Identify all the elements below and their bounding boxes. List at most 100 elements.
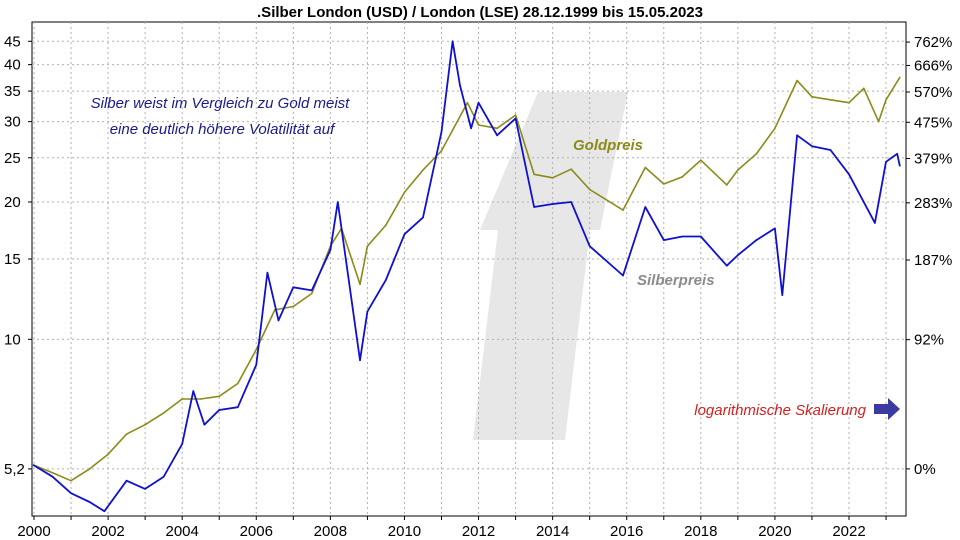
data-point-silberpreis	[896, 153, 898, 155]
data-point-silberpreis	[337, 201, 339, 203]
data-point-silberpreis	[811, 145, 813, 147]
data-point-goldpreis	[877, 120, 880, 123]
data-point-goldpreis	[218, 395, 220, 398]
data-point-silberpreis	[329, 249, 332, 251]
right-tick-label: 762%	[914, 34, 952, 51]
data-point-goldpreis	[125, 433, 128, 435]
data-point-silberpreis	[203, 423, 206, 426]
data-point-goldpreis	[863, 87, 865, 90]
data-point-silberpreis	[514, 117, 517, 120]
data-point-goldpreis	[237, 382, 239, 385]
headline-line-2: eine deutlich höhere Volatilität auf	[110, 121, 336, 138]
data-point-silberpreis	[181, 443, 183, 445]
data-point-silberpreis	[451, 40, 454, 43]
data-point-silberpreis	[796, 134, 798, 137]
data-point-silberpreis	[533, 206, 535, 208]
data-point-silberpreis	[403, 233, 406, 235]
x-tick-label: 2014	[536, 523, 569, 540]
right-tick-label: 570%	[914, 84, 952, 101]
gold-series-label: Goldpreis	[573, 137, 643, 154]
x-tick-label: 2016	[610, 523, 643, 540]
data-point-goldpreis	[144, 423, 146, 426]
x-tick-label: 2008	[314, 523, 347, 540]
left-tick-label: 15	[4, 251, 21, 268]
data-point-silberpreis	[663, 239, 665, 241]
right-tick-label: 666%	[914, 57, 952, 74]
data-point-silberpreis	[885, 161, 887, 163]
data-point-silberpreis	[255, 363, 258, 366]
data-point-silberpreis	[737, 254, 739, 256]
left-tick-label: 35	[4, 83, 21, 100]
data-point-silberpreis	[899, 165, 901, 167]
left-tick-label: 5,2	[4, 461, 25, 478]
right-arrow-icon	[874, 398, 900, 420]
data-point-goldpreis	[811, 96, 813, 98]
data-point-silberpreis	[726, 264, 728, 267]
data-point-goldpreis	[899, 76, 901, 79]
data-point-goldpreis	[848, 101, 850, 104]
data-point-silberpreis	[144, 488, 146, 490]
data-point-goldpreis	[51, 472, 54, 474]
left-axis-ticks: 45 40 35 30 25 20 15 10 5,2	[4, 33, 32, 478]
data-point-goldpreis	[199, 398, 202, 400]
data-point-silberpreis	[103, 510, 106, 512]
left-tick-label: 40	[4, 57, 21, 74]
data-point-goldpreis	[311, 292, 313, 295]
data-point-silberpreis	[422, 216, 424, 219]
data-point-goldpreis	[403, 191, 406, 194]
data-point-silberpreis	[781, 294, 784, 296]
log-scale-label: logarithmische Skalierung	[694, 402, 866, 419]
x-tick-label: 2012	[462, 523, 495, 540]
data-point-silberpreis	[874, 222, 876, 224]
data-point-silberpreis	[162, 475, 165, 478]
data-point-goldpreis	[496, 127, 498, 130]
x-tick-label: 2004	[165, 523, 198, 540]
data-point-silberpreis	[477, 101, 480, 104]
data-point-silberpreis	[311, 289, 313, 292]
data-point-goldpreis	[551, 177, 554, 179]
left-tick-label: 45	[4, 33, 21, 50]
headline-line-1: Silber weist im Vergleich zu Gold meist	[91, 95, 351, 112]
data-point-silberpreis	[125, 479, 128, 482]
data-point-silberpreis	[774, 227, 776, 230]
data-point-silberpreis	[88, 501, 91, 503]
right-tick-label: 0%	[914, 461, 936, 478]
data-point-silberpreis	[459, 84, 461, 87]
data-point-silberpreis	[51, 475, 54, 478]
data-point-goldpreis	[774, 127, 776, 130]
data-point-silberpreis	[700, 235, 702, 238]
data-point-goldpreis	[588, 188, 591, 191]
data-point-goldpreis	[181, 398, 183, 400]
data-point-goldpreis	[755, 153, 758, 155]
data-point-silberpreis	[681, 235, 684, 238]
x-tick-label: 2010	[388, 523, 421, 540]
data-point-silberpreis	[848, 173, 850, 176]
data-point-silberpreis	[755, 239, 758, 241]
right-tick-label: 92%	[914, 332, 944, 349]
x-tick-label: 2022	[832, 523, 865, 540]
chart-title: .Silber London (USD) / London (LSE) 28.1…	[257, 4, 703, 21]
right-tick-label: 379%	[914, 150, 952, 167]
data-point-silberpreis	[588, 245, 591, 247]
data-point-goldpreis	[663, 183, 665, 185]
data-point-silberpreis	[551, 203, 554, 205]
data-point-silberpreis	[32, 464, 35, 466]
data-point-goldpreis	[681, 176, 684, 178]
data-point-goldpreis	[422, 169, 424, 171]
silver-series-label: Silberpreis	[637, 272, 715, 289]
data-point-silberpreis	[366, 310, 369, 313]
left-tick-label: 25	[4, 150, 21, 167]
data-point-silberpreis	[266, 271, 269, 274]
data-point-silberpreis	[496, 134, 498, 137]
data-point-goldpreis	[700, 159, 702, 161]
data-point-silberpreis	[622, 274, 624, 277]
data-point-goldpreis	[366, 245, 369, 247]
data-point-goldpreis	[477, 124, 480, 126]
right-axis-ticks: 762% 666% 570% 475% 379% 283% 187% 92% 0%	[906, 34, 952, 478]
data-point-goldpreis	[466, 101, 469, 104]
series-lines	[32, 40, 901, 513]
data-point-silberpreis	[218, 409, 220, 411]
right-tick-label: 187%	[914, 252, 952, 269]
data-point-goldpreis	[644, 166, 647, 169]
x-tick-label: 2002	[91, 523, 124, 540]
